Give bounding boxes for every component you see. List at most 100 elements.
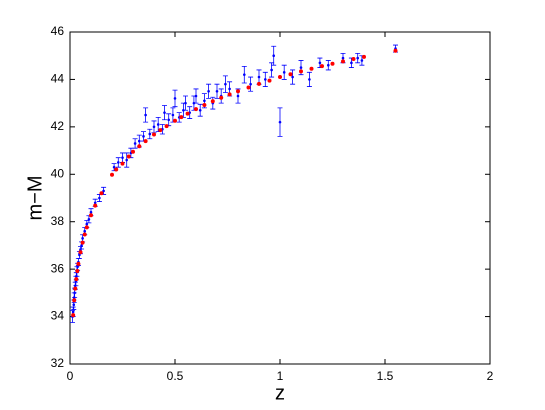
data-point [224,82,227,86]
data-point [138,139,141,143]
data-point [309,66,314,71]
data-point [360,59,364,62]
y-tick-label: 40 [51,166,65,180]
x-tick-label: 2 [487,369,494,383]
data-point [341,56,345,60]
data-point [156,123,160,126]
y-tick-label: 42 [51,119,65,133]
data-point [198,108,202,112]
data-point [207,89,210,93]
data-point [142,135,145,138]
x-tick-label: 0.5 [167,369,184,383]
data-point [137,144,142,149]
data-point [341,59,345,64]
data-point [93,203,98,208]
data-point [194,94,198,98]
data-point [194,107,198,112]
data-point [330,61,335,66]
data-point [84,225,89,230]
data-point [257,75,261,79]
data-point [185,111,190,116]
y-tick-label: 34 [51,309,65,323]
data-point [73,286,78,291]
data-point [80,240,85,245]
x-tick-label: 1 [277,369,284,383]
data-point [267,78,272,83]
data-point [264,78,267,81]
data-point [82,232,87,237]
data-point [356,56,360,60]
data-point [210,99,215,104]
data-point [152,125,156,129]
data-point [80,244,83,247]
data-point [164,124,169,129]
data-point [73,291,76,295]
x-tick-label: 1.5 [377,369,394,383]
data-point [257,81,261,86]
data-point [114,167,119,172]
data-point [219,95,224,100]
plot-frame [69,31,491,365]
data-point [171,113,175,117]
data-point [126,154,131,159]
data-point [152,132,156,137]
data-point [72,298,77,303]
data-point [327,63,330,67]
y-tick-label: 46 [51,24,65,38]
data-point [71,313,76,318]
data-point [236,94,240,98]
data-point [288,72,293,77]
data-point [85,222,89,226]
data-point [291,75,294,79]
data-point [71,310,75,314]
data-point [278,120,282,124]
data-point [120,161,125,166]
data-point [98,196,101,200]
data-point [143,139,148,144]
y-tick-label: 44 [51,72,65,86]
data-point [163,111,166,114]
data-point [87,218,91,221]
data-point [167,118,170,122]
y-tick-label: 36 [51,261,65,275]
data-point [121,156,124,159]
data-point [308,78,311,81]
data-point [227,92,232,97]
data-point [102,189,105,193]
data-point [278,75,282,80]
data-point [236,89,240,94]
data-point [351,57,356,62]
data-point [184,101,187,105]
data-point [272,54,276,58]
data-point [110,172,114,177]
data-point [112,165,116,169]
data-point [89,213,93,218]
data-point [78,250,83,255]
data-point [320,64,324,69]
data-point [246,85,251,90]
data-point [270,68,273,72]
data-point [299,69,303,74]
data-point [81,237,84,240]
data-point [144,113,147,117]
data-point [173,118,177,123]
data-point [299,66,303,69]
data-point [125,158,128,162]
data-point [76,261,81,266]
data-point [99,191,104,196]
data-point [131,149,135,154]
data-point [148,132,152,136]
data-point [393,48,398,53]
x-axis-title: z [275,382,285,404]
data-point [243,73,246,76]
data-point [362,54,366,59]
data-point [83,229,86,233]
data-point [173,97,177,100]
data-point [76,265,79,269]
data-point [350,61,353,65]
y-tick-label: 38 [51,214,65,228]
data-point [89,210,93,214]
data-point [75,269,80,274]
data-point [74,277,79,282]
